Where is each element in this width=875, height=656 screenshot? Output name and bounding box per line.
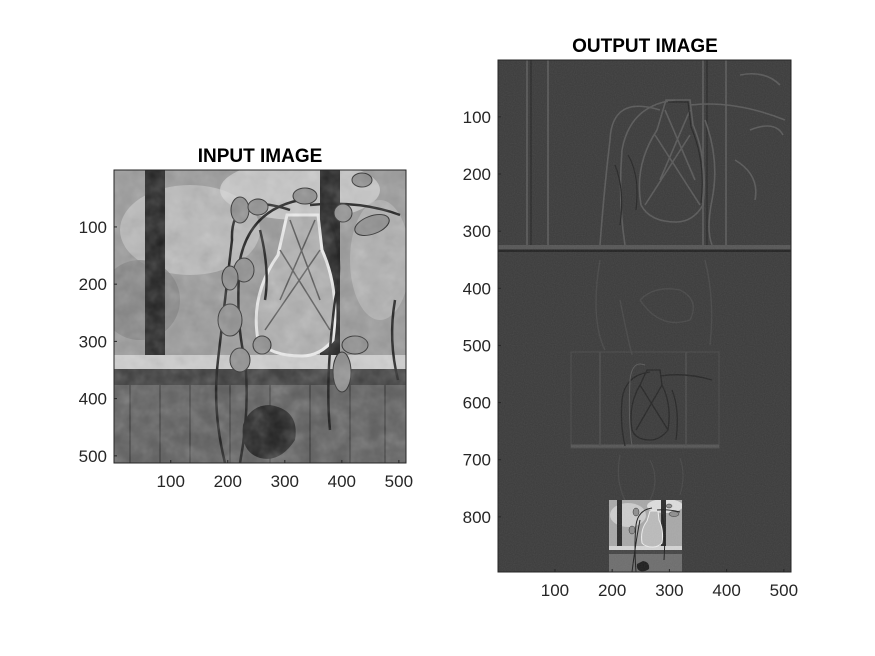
input-y-tick-label: 100	[79, 218, 107, 237]
output-image-raster	[498, 60, 791, 572]
output-y-tick-label: 600	[463, 394, 491, 413]
input-image-title: INPUT IMAGE	[198, 146, 323, 167]
input-y-tick-label: 400	[79, 390, 107, 409]
output-x-tick-label: 100	[541, 581, 569, 600]
output-x-ticks: 100 200 300 400 500	[541, 569, 798, 600]
input-x-tick-label: 500	[385, 472, 413, 491]
output-x-tick-label: 400	[712, 581, 740, 600]
input-image-raster	[114, 170, 406, 463]
output-x-tick-label: 500	[770, 581, 798, 600]
input-x-ticks: 100 200 300 400 500	[157, 460, 413, 491]
output-image-title: OUTPUT IMAGE	[572, 36, 718, 57]
output-y-tick-label: 300	[463, 222, 491, 241]
input-x-tick-label: 200	[214, 472, 242, 491]
output-y-tick-label: 100	[463, 108, 491, 127]
input-y-ticks: 100 200 300 400 500	[79, 218, 117, 466]
input-x-tick-label: 100	[157, 472, 185, 491]
output-y-tick-label: 400	[463, 279, 491, 298]
output-y-tick-label: 500	[463, 336, 491, 355]
output-y-tick-label: 200	[463, 165, 491, 184]
output-y-tick-label: 800	[463, 508, 491, 527]
input-y-tick-label: 500	[79, 447, 107, 466]
input-image-axes: INPUT IMAGE	[79, 146, 413, 491]
input-x-tick-label: 400	[328, 472, 356, 491]
input-y-tick-label: 300	[79, 332, 107, 351]
output-x-tick-label: 200	[598, 581, 626, 600]
input-x-tick-label: 300	[271, 472, 299, 491]
output-image-axes: OUTPUT IMAGE	[463, 36, 798, 600]
output-y-ticks: 100 200 300 400 500 600 700 800	[463, 108, 501, 527]
output-x-tick-label: 300	[655, 581, 683, 600]
input-y-tick-label: 200	[79, 275, 107, 294]
output-y-tick-label: 700	[463, 451, 491, 470]
